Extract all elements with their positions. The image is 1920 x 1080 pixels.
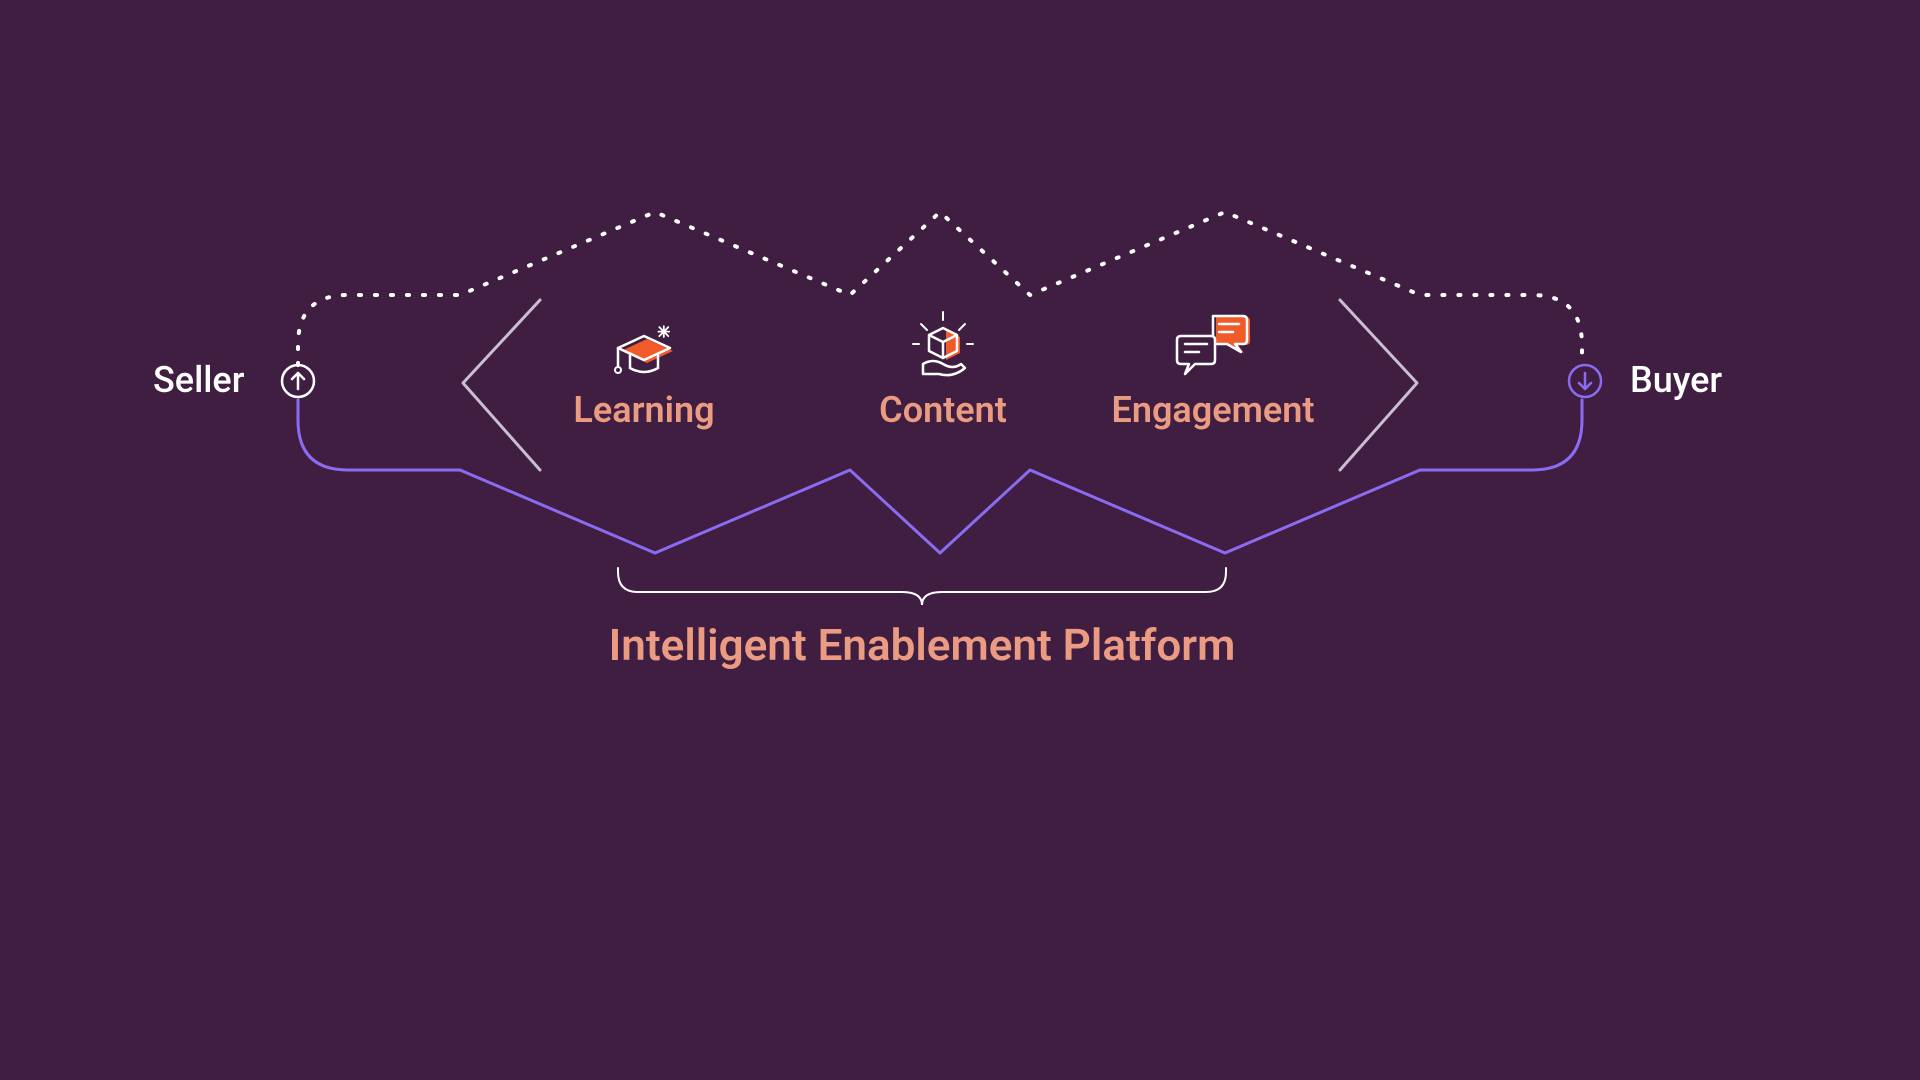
left-chevron: [463, 300, 540, 470]
cube-hand-icon: [913, 312, 973, 375]
enablement-diagram: Seller Buyer Learning: [0, 0, 1920, 1080]
buyer-label: Buyer: [1630, 359, 1722, 401]
platform-title: Intelligent Enablement Platform: [609, 619, 1236, 671]
chat-bubbles-icon: [1177, 316, 1250, 374]
module-content: Content: [879, 312, 1007, 431]
arrow-up-circle-icon: [282, 365, 314, 397]
module-engagement-label: Engagement: [1112, 389, 1315, 431]
right-chevron: [1340, 300, 1417, 470]
top-dotted-path: [298, 212, 1582, 365]
seller-label: Seller: [153, 359, 245, 401]
graduation-cap-icon: [615, 326, 673, 373]
arrow-down-circle-icon: [1569, 365, 1601, 397]
module-learning: Learning: [573, 326, 714, 431]
bracket: [618, 568, 1226, 605]
module-learning-label: Learning: [573, 389, 714, 431]
module-engagement: Engagement: [1112, 316, 1315, 431]
module-content-label: Content: [879, 389, 1007, 431]
